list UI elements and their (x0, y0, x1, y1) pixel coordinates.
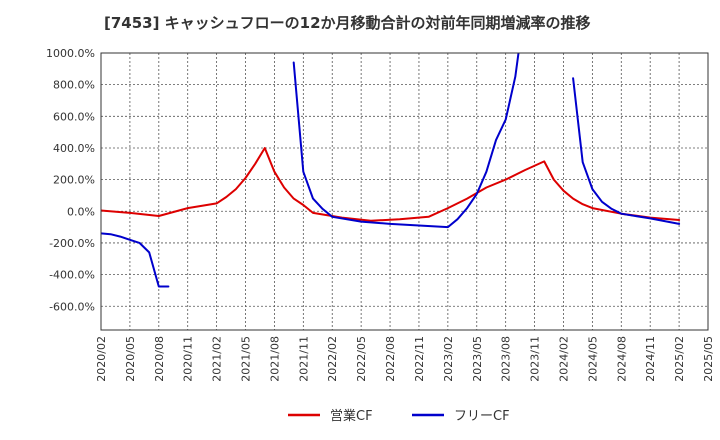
y-tick-label: 1000.0% (46, 47, 95, 60)
y-axis-ticks: 1000.0% 800.0% 600.0% 400.0% 200.0% 0.0% -200.… (46, 47, 95, 313)
x-tick-label: 2021/05 (240, 336, 253, 382)
x-tick-label: 2022/11 (413, 336, 426, 382)
x-tick-label: 2020/08 (153, 336, 166, 382)
y-tick-label: 600.0% (53, 110, 95, 123)
legend: 営業CF フリーCF (288, 408, 510, 424)
x-tick-label: 2021/02 (211, 336, 224, 382)
legend-label-free-cf: フリーCF (454, 409, 510, 424)
x-tick-label: 2023/05 (471, 336, 484, 382)
x-tick-label: 2021/11 (297, 336, 310, 382)
y-tick-label: -200.0% (49, 237, 95, 250)
chart-title: [7453] キャッシュフローの12か月移動合計の対前年同期増減率の推移 (104, 14, 591, 32)
y-tick-label: -400.0% (49, 269, 95, 282)
x-tick-label: 2021/08 (268, 336, 281, 382)
x-tick-label: 2022/02 (326, 336, 339, 382)
x-tick-label: 2024/11 (644, 336, 657, 382)
x-tick-label: 2022/08 (384, 336, 397, 382)
x-tick-label: 2020/02 (95, 336, 108, 382)
x-tick-label: 2023/02 (442, 336, 455, 382)
x-axis-ticks: 2020/02 2020/05 2020/08 2020/11 2021/02 2021/… (95, 336, 715, 382)
x-tick-label: 2025/05 (702, 336, 715, 382)
x-tick-label: 2024/02 (557, 336, 570, 382)
y-tick-label: 800.0% (53, 79, 95, 92)
series-layer (101, 53, 681, 288)
y-tick-label: 400.0% (53, 142, 95, 155)
plot-frame (100, 52, 709, 331)
series-line-operating-cf (101, 147, 681, 222)
x-tick-label: 2020/11 (182, 336, 195, 382)
y-tick-label: 200.0% (53, 174, 95, 187)
legend-label-operating-cf: 営業CF (330, 408, 373, 424)
grid (101, 52, 708, 330)
y-tick-label: -600.0% (49, 300, 95, 313)
x-tick-label: 2024/08 (615, 336, 628, 382)
series-line-free-cf (292, 53, 520, 229)
series-line-free-cf (101, 232, 170, 288)
series-line-free-cf (572, 77, 681, 225)
x-tick-label: 2020/05 (124, 336, 137, 382)
x-tick-label: 2023/11 (529, 336, 542, 382)
y-tick-label: 0.0% (67, 205, 95, 218)
x-tick-label: 2024/05 (586, 336, 599, 382)
x-tick-label: 2023/08 (500, 336, 513, 382)
x-tick-label: 2025/02 (673, 336, 686, 382)
x-tick-label: 2022/05 (355, 336, 368, 382)
